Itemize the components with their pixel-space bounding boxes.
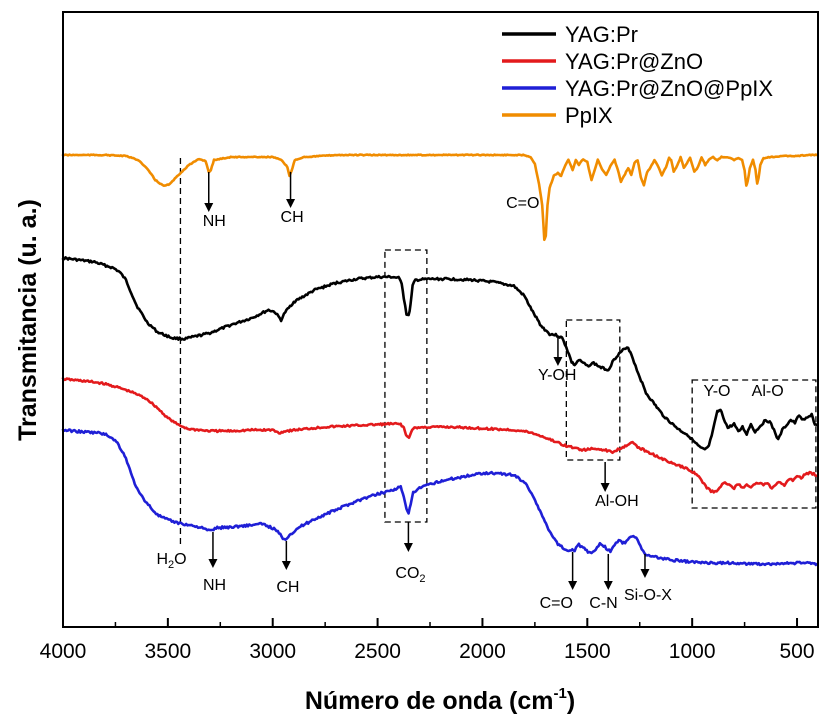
dashed-boxes (384, 249, 817, 523)
annotation-label: NH (203, 577, 226, 594)
x-tick-label: 500 (780, 640, 815, 663)
highlight-box (384, 249, 428, 523)
series-lines (61, 153, 819, 567)
x-tick-label: 2000 (459, 640, 506, 663)
annotation-label: C=O (506, 195, 539, 212)
x-tick-label: 1500 (564, 640, 611, 663)
annotation-label: C=O (540, 595, 573, 612)
annotation-arrow-head (204, 203, 214, 212)
x-tick-label: 2500 (354, 640, 401, 663)
annotations: NH CH C=O Y-OH Al-OH H2O NH CH CO2 C=O C-N Si-O-X Y-… (156, 172, 784, 612)
x-axis-title-sup: -1 (553, 685, 566, 702)
x-axis-title: Número de onda (cm-1) (305, 685, 575, 715)
legend-label: YAG:Pr (565, 22, 638, 47)
annotation-label: Y-OH (538, 367, 577, 384)
annotation-arrow-head (208, 559, 218, 568)
legend-label: YAG:Pr@ZnO (565, 49, 703, 74)
x-tick-label: 3500 (145, 640, 192, 663)
series-line-yag-pr (61, 256, 819, 451)
annotation-label: C-N (589, 595, 617, 612)
annotation-arrow-head (286, 199, 296, 208)
annotation-label: Y-O (704, 383, 731, 400)
plot-frame (62, 11, 819, 628)
legend-label: PpIX (565, 103, 613, 128)
annotation-arrow-head (568, 581, 578, 590)
annotation-label: H2O (156, 551, 186, 571)
legend-label: YAG:Pr@ZnO@PpIX (565, 76, 773, 101)
x-axis-title-close: ) (567, 687, 575, 715)
annotation-arrow-head (403, 543, 413, 552)
annotation-arrow-head (640, 569, 650, 578)
series-line-ppix (61, 153, 819, 242)
annotation-arrow-head (281, 561, 291, 570)
series-line-yag-pr-zno (61, 376, 819, 494)
annotation-label: Al-O (752, 383, 784, 400)
annotation-label: NH (203, 213, 226, 230)
y-axis-title: Transmitancia (u. a.) (14, 199, 42, 441)
annotation-label: Si-O-X (624, 587, 672, 604)
annotation-label: CH (281, 209, 304, 226)
x-tick-label: 4000 (40, 640, 87, 663)
series-line-yag-pr-zno-ppix (61, 428, 819, 567)
x-axis-ticks: 4000 3500 3000 2500 2000 1500 1000 500 (40, 618, 815, 663)
highlight-box (565, 319, 621, 461)
annotation-label: CH (276, 579, 299, 596)
annotation-label: CO2 (395, 565, 425, 585)
annotation-arrow-head (600, 483, 610, 492)
highlight-box (691, 379, 817, 509)
x-axis-title-main: Número de onda (cm (305, 687, 554, 715)
x-tick-label: 1000 (669, 640, 716, 663)
x-tick-label: 3000 (249, 640, 296, 663)
annotation-arrow-head (553, 357, 563, 366)
annotation-label: Al-OH (595, 493, 639, 510)
annotation-arrow-head (603, 581, 613, 590)
